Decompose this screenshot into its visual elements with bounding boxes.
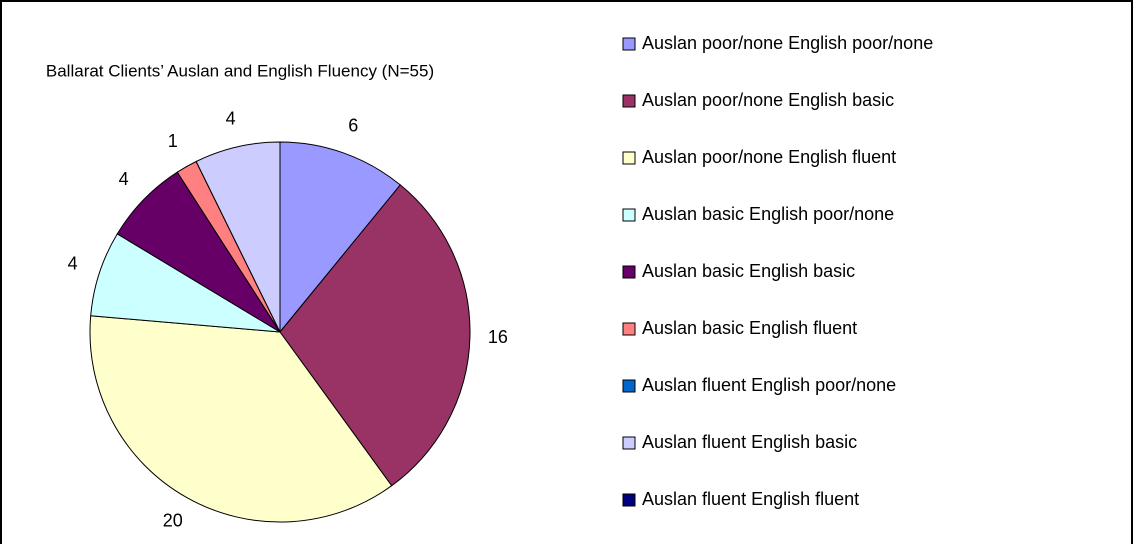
data-label: 20 [163,511,183,531]
legend-swatch [622,151,636,165]
legend-swatch [622,208,636,222]
pie-slice [279,184,471,487]
legend-swatch [622,436,636,450]
legend-label: Auslan poor/none English fluent [642,147,896,167]
legend-swatch [622,493,636,507]
legend-label: Auslan fluent English basic [642,432,857,452]
data-label: 4 [119,169,129,189]
legend-label: Auslan basic English fluent [642,318,857,338]
legend-swatch [622,265,636,279]
legend-label: Auslan basic English poor/none [642,204,894,224]
data-label: 6 [348,115,358,135]
legend-label: Auslan basic English basic [642,261,855,281]
legend-label: Auslan poor/none English poor/none [642,33,933,53]
legend-label: Auslan fluent English fluent [642,489,859,509]
legend-label: Auslan poor/none English basic [642,90,894,110]
legend-swatch [622,37,636,51]
legend-swatch [622,322,636,336]
legend-swatch [622,94,636,108]
data-label: 1 [168,131,178,151]
data-label: 16 [488,327,508,347]
legend-label: Auslan fluent English poor/none [642,375,896,395]
data-label: 4 [226,108,236,128]
pie-slice [279,141,401,334]
legend-swatch [622,379,636,393]
data-label: 4 [68,253,78,273]
chart-title: Ballarat Clients’ Auslan and English Flu… [46,61,434,80]
pie-slice [89,315,393,523]
